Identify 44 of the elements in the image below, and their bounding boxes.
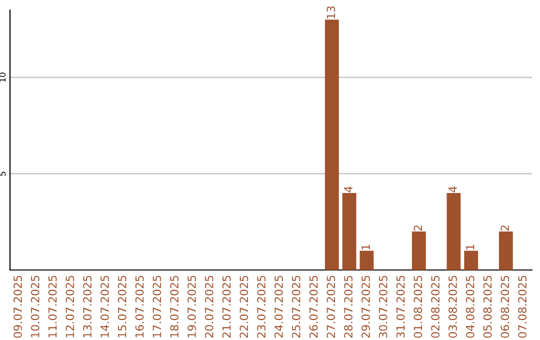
x-tick-label: 24.07.2025 xyxy=(274,276,283,338)
x-tick-label: 17.07.2025 xyxy=(152,276,162,338)
x-tick-label: 27.07.2025 xyxy=(326,276,336,338)
data-label: 13 xyxy=(326,6,336,18)
x-tick-label: 14.07.2025 xyxy=(100,276,109,338)
x-tick-label: 26.07.2025 xyxy=(309,276,318,338)
x-tick-label: 02.08.2025 xyxy=(431,276,440,338)
x-tick-label: 03.08.2025 xyxy=(448,276,457,338)
x-tick-label: 04.08.2025 xyxy=(466,276,474,338)
bar xyxy=(464,250,478,270)
data-label: 2 xyxy=(500,226,509,231)
x-tick-label: 12.07.2025 xyxy=(66,276,74,338)
x-tick-label: 07.08.2025 xyxy=(518,276,527,338)
bar xyxy=(446,192,461,270)
x-tick-label: 30.07.2025 xyxy=(378,276,388,338)
data-label: 1 xyxy=(466,244,474,250)
bar xyxy=(498,231,513,270)
data-label: 4 xyxy=(344,186,352,192)
x-tick-label: 23.07.2025 xyxy=(257,276,266,338)
x-tick-label: 19.07.2025 xyxy=(188,276,196,338)
x-tick-label: 25.07.2025 xyxy=(292,276,300,338)
data-label: 1 xyxy=(362,244,370,250)
x-tick-label: 15.07.2025 xyxy=(118,276,126,338)
x-tick-label: 16.07.2025 xyxy=(135,276,144,338)
x-tick-label: 20.07.2025 xyxy=(204,276,214,338)
x-tick-label: 01.08.2025 xyxy=(414,276,422,338)
bar xyxy=(412,231,426,270)
x-tick-label: 31.07.2025 xyxy=(396,276,405,338)
x-tick-label: 09.07.2025 xyxy=(14,276,22,338)
x-tick-label: 13.07.2025 xyxy=(83,276,92,338)
x-tick-label: 06.08.2025 xyxy=(500,276,510,338)
bar xyxy=(360,250,374,270)
x-tick-label: 22.07.2025 xyxy=(240,276,248,338)
x-tick-label: 28.07.2025 xyxy=(344,276,353,338)
data-label: 4 xyxy=(448,186,457,192)
x-tick-label: 10.07.2025 xyxy=(30,276,40,338)
x-tick-label: 11.07.2025 xyxy=(48,276,57,338)
bar xyxy=(324,20,339,270)
x-tick-label: 21.07.2025 xyxy=(222,276,231,338)
x-tick-label: 05.08.2025 xyxy=(483,276,492,338)
x-tick-label: 18.07.2025 xyxy=(170,276,179,338)
bar xyxy=(342,192,356,270)
data-label: 2 xyxy=(414,226,422,231)
x-tick-label: 29.07.2025 xyxy=(362,276,370,338)
